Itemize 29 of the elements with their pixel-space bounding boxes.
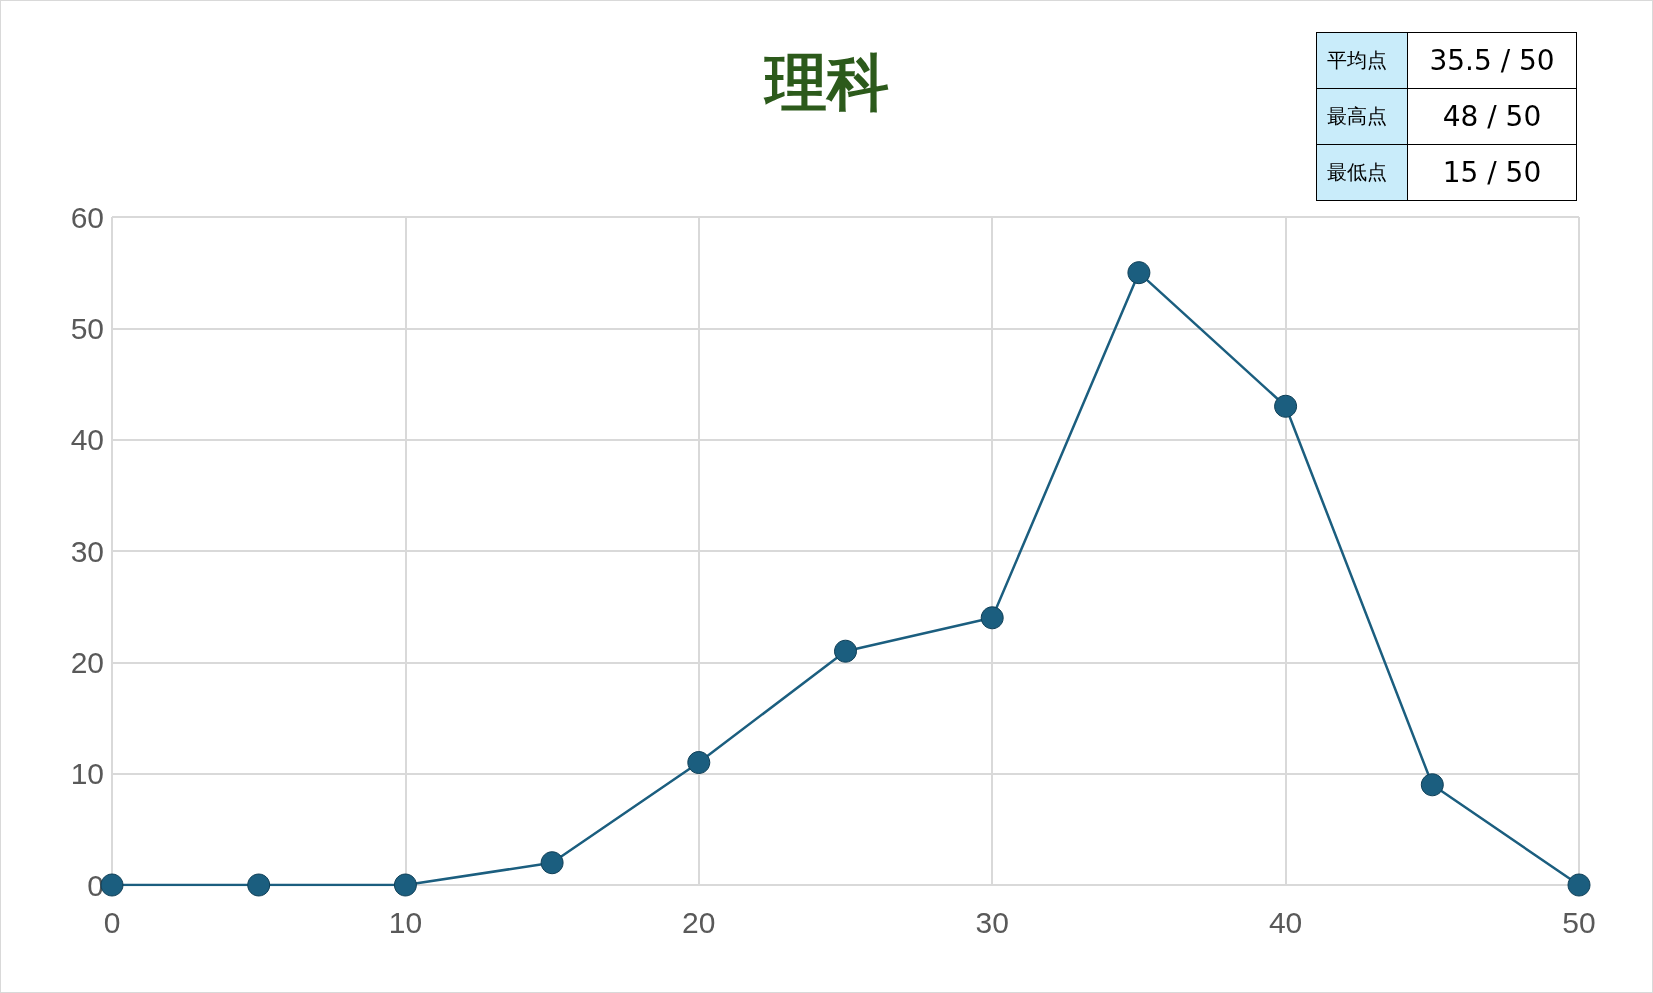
- point: [980, 606, 1004, 630]
- point: [247, 873, 271, 897]
- x-tick-label: 30: [975, 905, 1009, 939]
- point: [834, 639, 857, 663]
- y-tick-label: 60: [70, 200, 104, 234]
- text: 平均点: [1316, 32, 1408, 89]
- point: [1567, 873, 1591, 897]
- text: 最高点: [1316, 88, 1408, 145]
- point: [393, 873, 417, 897]
- x-tick-label: 50: [1562, 905, 1596, 939]
- x-tick-label: 10: [388, 905, 423, 939]
- y-tick-label: 40: [70, 423, 104, 457]
- point: [1420, 773, 1444, 797]
- point: [540, 851, 564, 875]
- text: 35.5 / 50: [1407, 32, 1577, 89]
- chart-title: 理科: [762, 47, 889, 117]
- y-tick-label: 50: [70, 311, 104, 345]
- point: [687, 751, 711, 775]
- y-tick-label: 10: [70, 757, 104, 791]
- x-tick-label: 20: [682, 905, 716, 939]
- y-tick-label: 20: [70, 645, 104, 679]
- y-tick-label: 30: [70, 534, 104, 568]
- text: 15 / 50: [1407, 144, 1577, 201]
- text: 最低点: [1316, 144, 1408, 201]
- x-tick-label: 40: [1268, 905, 1303, 939]
- point: [100, 873, 124, 897]
- point: [1127, 261, 1151, 285]
- text: 48 / 50: [1407, 88, 1577, 145]
- point: [1274, 394, 1298, 418]
